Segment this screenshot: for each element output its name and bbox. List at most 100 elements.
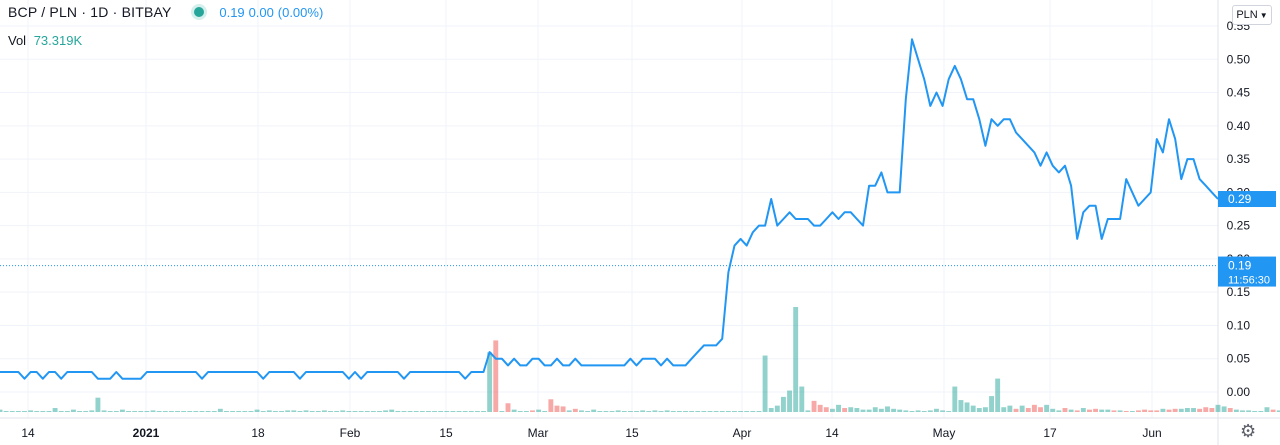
volume-bar [119, 409, 125, 412]
volume-bar [419, 411, 425, 412]
volume-bar [1068, 409, 1074, 412]
volume-bar [1240, 410, 1245, 412]
volume-bar [517, 411, 523, 412]
volume-bar [836, 404, 841, 412]
volume-bar [909, 411, 915, 412]
volume-bar [1154, 410, 1160, 412]
volume-bar [248, 411, 254, 412]
volume-bar [113, 411, 119, 412]
volume-bar [989, 396, 994, 412]
volume-bar [756, 411, 762, 412]
volume-bar [395, 411, 401, 412]
time-tick-label: 2021 [133, 426, 160, 440]
volume-bar [389, 409, 395, 412]
volume-bar [897, 409, 903, 412]
volume-bar [1258, 411, 1264, 412]
volume-bars [0, 307, 1280, 412]
volume-bar [297, 411, 303, 412]
volume-bar [658, 411, 664, 412]
volume-bar [346, 411, 352, 412]
volume-bar [1209, 408, 1215, 412]
volume-bar [132, 411, 138, 412]
volume-bar [432, 411, 438, 412]
volume-bar [854, 408, 860, 412]
volume-bar [652, 410, 658, 412]
time-tick-label: May [933, 426, 956, 440]
volume-bar [627, 411, 633, 412]
volume-bar [829, 408, 835, 412]
volume-bar [15, 411, 21, 412]
volume-bar [560, 406, 566, 412]
current-price-label: 0.19 [1228, 259, 1252, 273]
volume-bar [970, 405, 976, 412]
volume-bar [211, 411, 217, 412]
volume-bar [315, 411, 321, 412]
time-tick-label: 17 [1043, 426, 1057, 440]
volume-bar [383, 410, 389, 412]
volume-legend: Vol 73.319K [8, 33, 82, 48]
volume-bar [940, 410, 946, 412]
volume-bar [217, 408, 223, 412]
volume-bar [982, 407, 988, 412]
volume-bar [1178, 408, 1184, 412]
last-value-marker [1218, 191, 1276, 208]
volume-bar [64, 411, 70, 412]
volume-bar [634, 411, 639, 412]
time-tick-label: Mar [528, 426, 549, 440]
volume-bar [242, 411, 248, 412]
volume-bar [162, 411, 168, 412]
volume-bar [444, 411, 450, 412]
volume-bar [579, 410, 584, 412]
volume-bar [89, 410, 95, 412]
volume-bar [640, 410, 646, 412]
volume-bar [995, 378, 1001, 412]
volume-bar [1031, 404, 1037, 412]
volume-bar [107, 411, 113, 412]
volume-bar [934, 408, 939, 412]
volume-bar [1172, 408, 1178, 412]
volume-bar [1105, 409, 1111, 412]
volume-bar [1117, 410, 1123, 412]
volume-bar [1233, 409, 1239, 412]
volume-bar [689, 411, 695, 412]
volume-bar [493, 340, 499, 412]
volume-bar [842, 408, 848, 412]
price-axis: 0.000.050.100.150.200.250.300.350.400.45… [1227, 19, 1251, 399]
volume-bar [793, 307, 799, 412]
symbol-legend: BCP / PLN · 1D · BITBAY 0.19 0.00 (0.00%… [8, 4, 323, 21]
volume-bar [95, 397, 101, 412]
volume-bar [1080, 408, 1086, 412]
volume-bar [554, 405, 560, 412]
volume-bar [224, 411, 229, 412]
volume-bar [328, 411, 333, 412]
volume-bar [787, 390, 793, 412]
volume-bar [762, 355, 768, 412]
volume-bar [1087, 409, 1092, 412]
time-tick-label: 18 [251, 426, 265, 440]
volume-bar [915, 410, 921, 412]
volume-bar [407, 411, 413, 412]
volume-bar [597, 411, 603, 412]
volume-bar [952, 386, 958, 412]
volume-bar [462, 411, 468, 412]
gear-icon[interactable]: ⚙ [1240, 421, 1257, 441]
volume-bar [352, 411, 358, 412]
volume-bar [260, 411, 266, 412]
volume-bar [52, 408, 58, 412]
volume-bar [340, 410, 346, 412]
volume-bar [456, 411, 462, 412]
volume-bar [1093, 408, 1099, 412]
currency-selector[interactable]: PLN ▼ [1232, 5, 1272, 25]
volume-bar [891, 408, 897, 412]
price-tick-label: 0.50 [1227, 52, 1251, 66]
volume-bar [609, 411, 615, 412]
volume-bar [585, 411, 591, 412]
volume-bar [1111, 410, 1117, 412]
volume-bar [254, 409, 260, 412]
volume-bar [885, 406, 890, 412]
price-tick-label: 0.15 [1227, 285, 1251, 299]
volume-bar [1270, 409, 1276, 412]
symbol-title[interactable]: BCP / PLN · 1D · BITBAY [8, 4, 172, 20]
